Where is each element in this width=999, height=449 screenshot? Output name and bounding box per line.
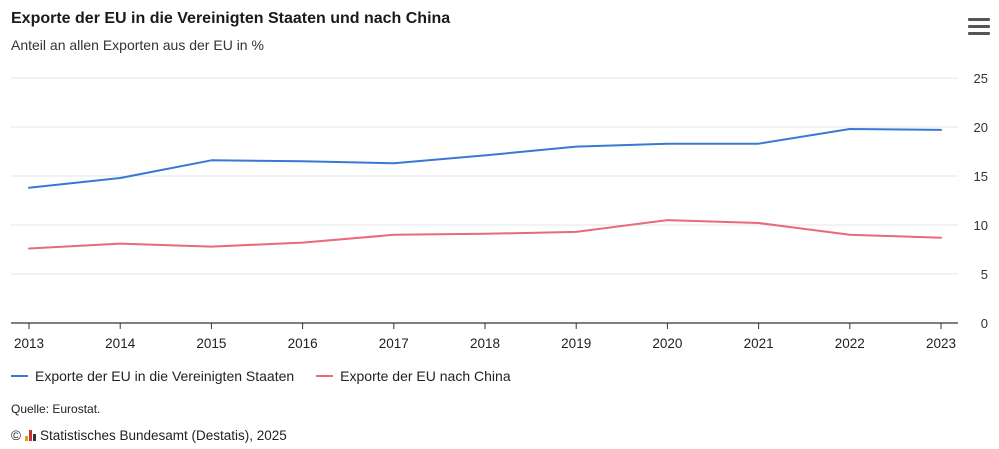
x-tick-label: 2013: [14, 336, 44, 351]
x-tick-label: 2015: [196, 336, 226, 351]
x-tick-label: 2018: [470, 336, 500, 351]
copyright-text: Statistisches Bundesamt (Destatis), 2025: [39, 428, 287, 443]
series-line-usa: [28, 128, 942, 189]
y-tick-label: 5: [981, 267, 988, 282]
x-tick-label: 2020: [652, 336, 682, 351]
legend-swatch-usa: [11, 375, 28, 377]
y-tick-label: 15: [974, 169, 988, 184]
chart-title: Exporte der EU in die Vereinigten Staate…: [11, 10, 451, 27]
chart-subtitle: Anteil an allen Exporten aus der EU in %: [11, 37, 264, 53]
legend-label-china: Exporte der EU nach China: [340, 368, 511, 384]
line-chart: 0 5 10 15 20 25 2013 2014 2015 2016 2017 2018 2019 20…: [11, 71, 988, 351]
y-tick-label: 0: [981, 316, 988, 331]
x-tick-label: 2016: [288, 336, 318, 351]
series-line-china: [28, 219, 942, 250]
x-tick-label: 2017: [379, 336, 409, 351]
y-tick-label: 20: [974, 120, 988, 135]
legend-swatch-china: [316, 375, 334, 377]
legend-item-usa[interactable]: Exporte der EU in die Vereinigten Staate…: [11, 368, 294, 384]
legend-item-china[interactable]: Exporte der EU nach China: [316, 368, 511, 384]
source-note: Quelle: Eurostat.: [11, 402, 101, 416]
destatis-logo-icon: [24, 430, 36, 441]
hamburger-menu-icon[interactable]: [968, 18, 990, 36]
copyright-line: © Statistisches Bundesamt (Destatis), 20…: [11, 428, 287, 443]
x-tick-label: 2014: [105, 336, 136, 351]
x-tick-label: 2022: [835, 336, 865, 351]
x-tick-label: 2019: [561, 336, 591, 351]
copyright-symbol: ©: [11, 428, 21, 443]
x-tick-label: 2021: [744, 336, 774, 351]
legend: Exporte der EU in die Vereinigten Staate…: [11, 368, 511, 384]
y-tick-label: 25: [974, 71, 988, 86]
x-tick-label: 2023: [926, 336, 956, 351]
legend-label-usa: Exporte der EU in die Vereinigten Staate…: [35, 368, 295, 384]
y-tick-label: 10: [974, 218, 988, 233]
